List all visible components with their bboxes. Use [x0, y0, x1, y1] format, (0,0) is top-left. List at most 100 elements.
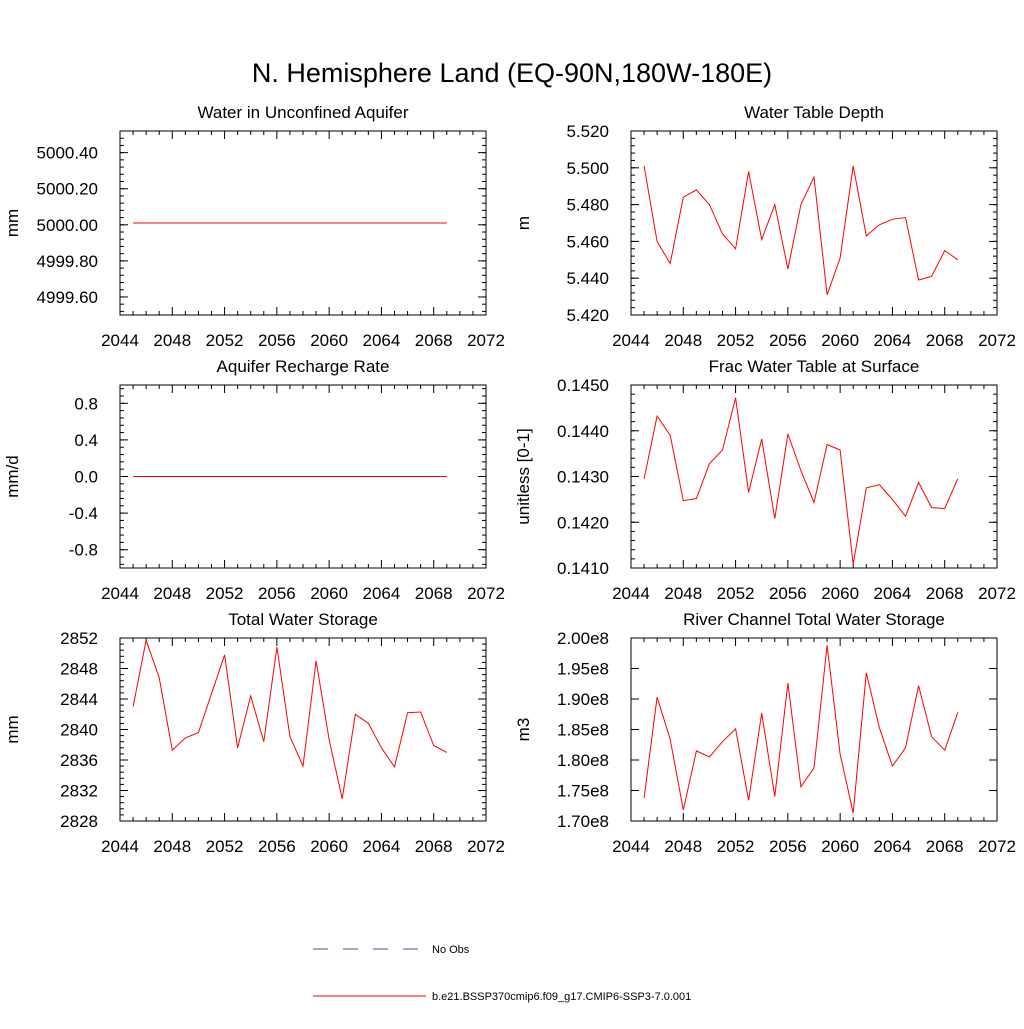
x-tick-label: 2052 — [717, 837, 755, 856]
x-tick-label: 2060 — [310, 331, 348, 350]
y-tick-label: 2844 — [60, 690, 98, 709]
chart-panel-3: Aquifer Recharge Rate mm/d 2044 2048 2052 205… — [3, 357, 505, 603]
y-tick-label: 0.4 — [74, 431, 98, 450]
x-tick-label: 2052 — [206, 584, 244, 603]
legend: No Obs b.e21.BSSP370cmip6.f09_g17.CMIP6-… — [313, 944, 691, 1003]
y-axis-label: m3 — [514, 718, 533, 742]
x-tick-label: 2060 — [821, 837, 859, 856]
legend-label-no-obs: No Obs — [432, 944, 470, 956]
x-tick-label: 2068 — [926, 837, 964, 856]
x-tick-label: 2056 — [769, 584, 807, 603]
panel-title: Total Water Storage — [228, 610, 378, 629]
panel-title: Water in Unconfined Aquifer — [197, 103, 408, 122]
x-tick-label: 2052 — [206, 837, 244, 856]
x-tick-label: 2072 — [467, 584, 505, 603]
x-tick-label: 2060 — [821, 584, 859, 603]
y-axis-label: mm — [3, 715, 22, 743]
x-tick-label: 2068 — [415, 837, 453, 856]
y-tick-label: 2840 — [60, 721, 98, 740]
y-tick-label: -0.8 — [69, 541, 98, 560]
y-tick-label: 1.90e8 — [557, 690, 609, 709]
y-tick-label: 5.480 — [566, 196, 609, 215]
y-tick-label: 2.00e8 — [557, 629, 609, 648]
y-tick-label: 0.1430 — [557, 468, 609, 487]
x-tick-label: 2052 — [717, 584, 755, 603]
y-tick-label: 2852 — [60, 629, 98, 648]
x-tick-label: 2064 — [363, 584, 401, 603]
x-tick-label: 2048 — [664, 584, 702, 603]
x-tick-label: 2068 — [415, 584, 453, 603]
x-tick-label: 2056 — [258, 837, 296, 856]
y-tick-label: 0.1420 — [557, 513, 609, 532]
x-tick-label: 2044 — [101, 837, 139, 856]
y-tick-label: 0.1450 — [557, 376, 609, 395]
x-tick-label: 2056 — [769, 331, 807, 350]
x-tick-label: 2072 — [978, 331, 1016, 350]
x-tick-label: 2072 — [467, 837, 505, 856]
x-tick-label: 2056 — [258, 331, 296, 350]
y-tick-label: -0.4 — [69, 504, 98, 523]
y-tick-label: 5.520 — [566, 122, 609, 141]
y-axis-label: unitless [0-1] — [514, 428, 533, 524]
chart-panel-6: River Channel Total Water Storage m3 2044 2… — [514, 610, 1016, 856]
y-tick-label: 1.95e8 — [557, 660, 609, 679]
x-tick-label: 2048 — [664, 837, 702, 856]
panel-title: Water Table Depth — [744, 103, 884, 122]
chart-panel-2: Water Table Depth m 2044 2048 2052 2056 2060 20… — [514, 103, 1016, 350]
series-line — [643, 165, 959, 295]
x-tick-label: 2060 — [310, 584, 348, 603]
y-tick-label: 5000.20 — [37, 180, 98, 199]
y-tick-label: 2836 — [60, 751, 98, 770]
x-tick-label: 2064 — [874, 837, 912, 856]
y-tick-label: 5.420 — [566, 306, 609, 325]
y-tick-label: 4999.60 — [37, 288, 98, 307]
y-tick-label: 5000.40 — [37, 144, 98, 163]
y-tick-label: 5000.00 — [37, 216, 98, 235]
y-tick-label: 4999.80 — [37, 252, 98, 271]
y-tick-label: 1.80e8 — [557, 751, 609, 770]
chart-panel-5: Total Water Storage mm 2044 2048 2052 2056 206… — [3, 610, 505, 856]
x-tick-label: 2072 — [978, 837, 1016, 856]
panel-title: River Channel Total Water Storage — [683, 610, 945, 629]
x-tick-label: 2044 — [612, 331, 650, 350]
x-tick-label: 2056 — [769, 837, 807, 856]
legend-label-model: b.e21.BSSP370cmip6.f09_g17.CMIP6-SSP3-7.… — [432, 991, 691, 1003]
y-tick-label: 2848 — [60, 660, 98, 679]
x-tick-label: 2064 — [874, 584, 912, 603]
y-tick-label: 5.500 — [566, 159, 609, 178]
x-tick-label: 2068 — [926, 584, 964, 603]
x-tick-label: 2044 — [101, 584, 139, 603]
x-tick-label: 2052 — [717, 331, 755, 350]
x-tick-label: 2048 — [153, 837, 191, 856]
x-tick-label: 2044 — [612, 837, 650, 856]
y-axis-label: mm/d — [3, 455, 22, 498]
x-tick-label: 2048 — [153, 584, 191, 603]
x-tick-label: 2060 — [310, 837, 348, 856]
y-tick-label: 5.440 — [566, 269, 609, 288]
y-tick-label: 5.460 — [566, 232, 609, 251]
x-tick-label: 2044 — [101, 331, 139, 350]
x-tick-label: 2056 — [258, 584, 296, 603]
x-tick-label: 2052 — [206, 331, 244, 350]
series-line — [643, 397, 959, 565]
x-tick-label: 2072 — [467, 331, 505, 350]
x-tick-label: 2064 — [363, 837, 401, 856]
y-tick-label: 1.85e8 — [557, 721, 609, 740]
y-tick-label: 0.0 — [74, 468, 98, 487]
y-tick-label: 2828 — [60, 812, 98, 831]
x-tick-label: 2048 — [664, 331, 702, 350]
y-tick-label: 2832 — [60, 782, 98, 801]
y-tick-label: 0.1410 — [557, 559, 609, 578]
x-tick-label: 2060 — [821, 331, 859, 350]
x-tick-label: 2044 — [612, 584, 650, 603]
chart-panel-4: Frac Water Table at Surface unitless [0-1… — [514, 357, 1016, 603]
series-line — [132, 638, 448, 800]
figure-title: N. Hemisphere Land (EQ-90N,180W-180E) — [252, 58, 772, 88]
x-tick-label: 2068 — [926, 331, 964, 350]
x-tick-label: 2072 — [978, 584, 1016, 603]
x-tick-label: 2064 — [874, 331, 912, 350]
panel-title: Aquifer Recharge Rate — [217, 357, 390, 376]
y-tick-label: 1.75e8 — [557, 782, 609, 801]
